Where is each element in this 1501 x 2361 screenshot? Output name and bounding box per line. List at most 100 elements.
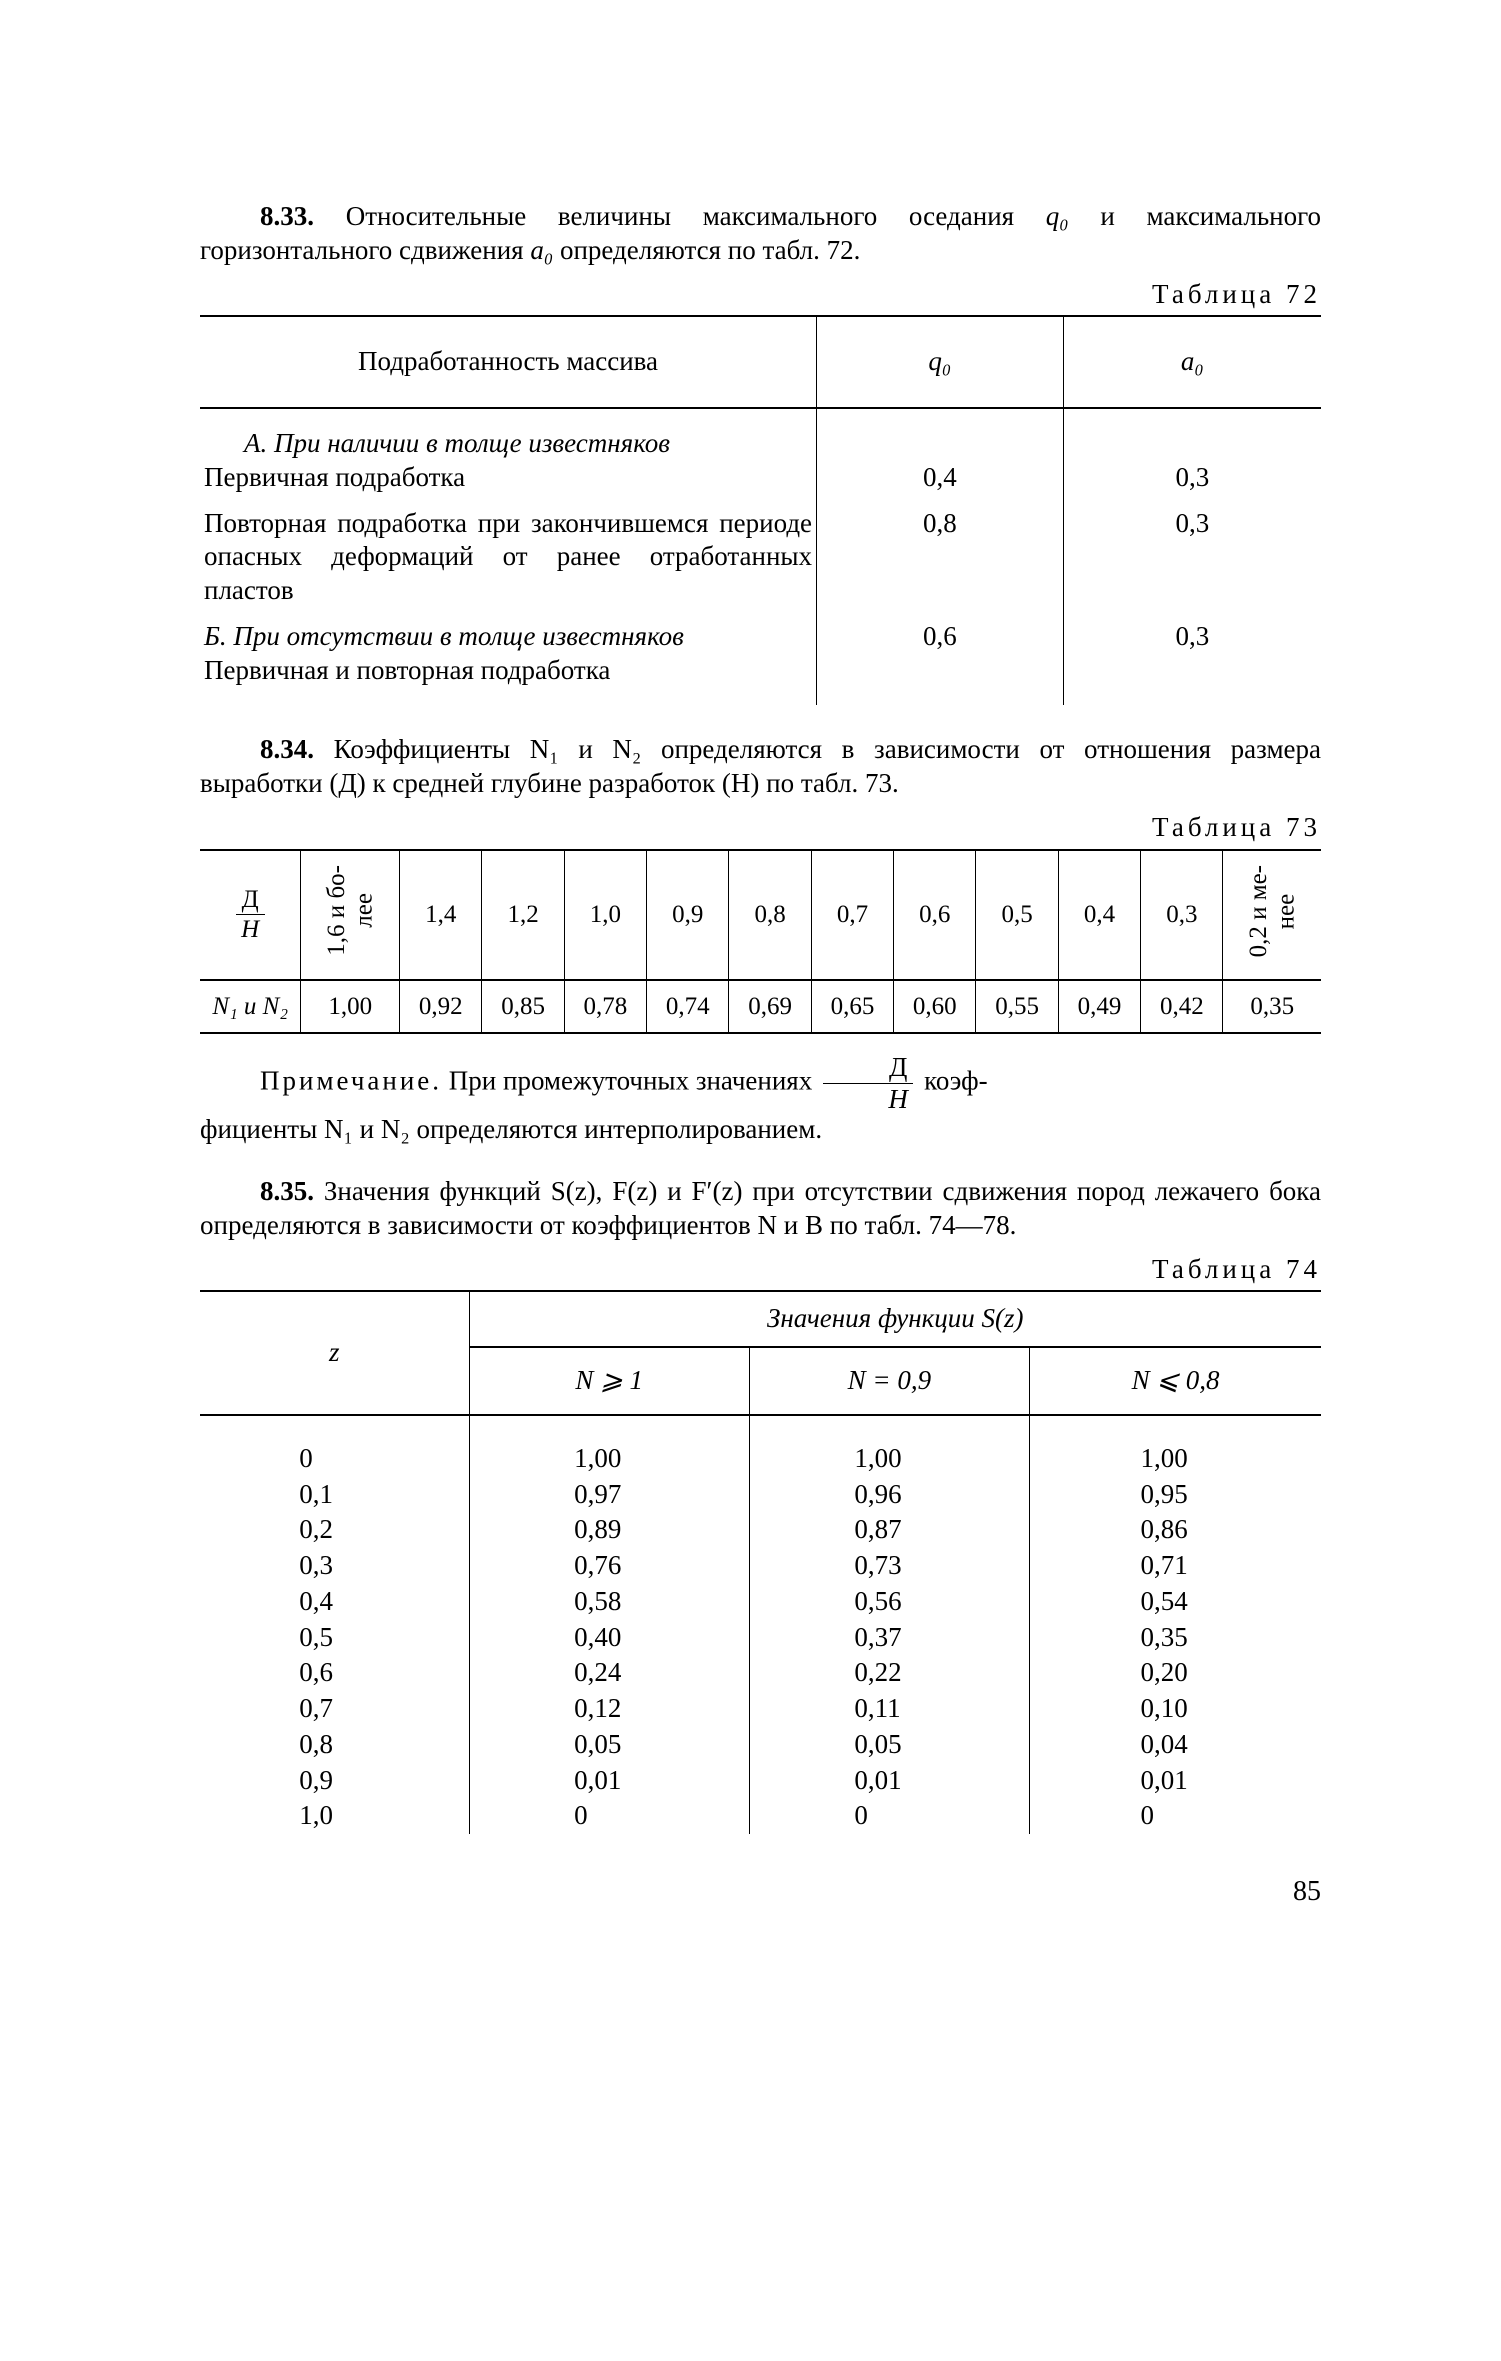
t74-cell: 0	[469, 1798, 749, 1834]
table-74: z Значения функции S(z) N ⩾ 1 N = 0,9 N …	[200, 1290, 1321, 1834]
t74-cell: 1,0	[200, 1798, 469, 1834]
t73-val: 0,42	[1141, 980, 1223, 1033]
t73-val: 0,74	[647, 980, 729, 1033]
t74-cell: 1,00	[749, 1415, 1029, 1477]
t74-cell: 0,97	[469, 1477, 749, 1513]
t74-cell: 0,24	[469, 1655, 749, 1691]
t72-head-a0: a₀	[1063, 316, 1321, 408]
t72-rowA2-label: Повторная подработка при закончившемся п…	[200, 501, 817, 614]
t73-col-head: 1,4	[400, 850, 482, 981]
t74-cell: 0,05	[749, 1727, 1029, 1763]
t74-cell: 0,40	[469, 1620, 749, 1656]
t74-cell: 0,04	[1030, 1727, 1321, 1763]
t74-cell: 0,11	[749, 1691, 1029, 1727]
t73-col-head: 0,2 и ме- нее	[1223, 850, 1321, 981]
note-73-line2: фициенты N₁ и N₂ определяются интерполир…	[200, 1113, 1321, 1147]
t72-rowA1-a: 0,3	[1063, 408, 1321, 501]
t74-cell: 0,95	[1030, 1477, 1321, 1513]
table72-caption: Таблица 72	[200, 278, 1321, 312]
t74-cell: 0,1	[200, 1477, 469, 1513]
t74-cell: 0,71	[1030, 1548, 1321, 1584]
t74-cell: 0,10	[1030, 1691, 1321, 1727]
t73-val: 0,92	[400, 980, 482, 1033]
t72-rowA-title: А. При наличии в толще известняков	[204, 427, 812, 461]
t73-col-head: 0,3	[1141, 850, 1223, 981]
t72-rowB-q: 0,6	[817, 614, 1064, 706]
t73-row1-label: ДH	[200, 850, 301, 981]
t73-val: 0,85	[482, 980, 564, 1033]
para-8-33: 8.33. Относительные величины максимально…	[200, 200, 1321, 268]
t73-val: 0,55	[976, 980, 1058, 1033]
t73-col-head: 0,6	[894, 850, 976, 981]
t72-rowA2-a: 0,3	[1063, 501, 1321, 614]
t74-cell: 0,86	[1030, 1512, 1321, 1548]
t73-val: 0,35	[1223, 980, 1321, 1033]
t73-col-head: 0,5	[976, 850, 1058, 981]
t73-col-head: 0,8	[729, 850, 811, 981]
t74-cell: 0,01	[469, 1763, 749, 1799]
t74-cell: 0,87	[749, 1512, 1029, 1548]
t74-head-c1: N ⩾ 1	[469, 1347, 749, 1415]
table73-caption: Таблица 73	[200, 811, 1321, 845]
para-8-34: 8.34. Коэффициенты N₁ и N₂ определяются …	[200, 733, 1321, 801]
para-num: 8.34.	[260, 734, 314, 764]
t74-cell: 0,3	[200, 1548, 469, 1584]
t72-rowB-a: 0,3	[1063, 614, 1321, 706]
t74-cell: 0,58	[469, 1584, 749, 1620]
t72-head-q0: q₀	[817, 316, 1064, 408]
t73-col-head: 1,0	[564, 850, 646, 981]
t74-cell: 0,89	[469, 1512, 749, 1548]
t74-cell: 0,76	[469, 1548, 749, 1584]
t72-rowA2-q: 0,8	[817, 501, 1064, 614]
t74-cell: 0,35	[1030, 1620, 1321, 1656]
t73-col-head: 0,4	[1058, 850, 1140, 981]
t74-cell: 0,12	[469, 1691, 749, 1727]
t73-val: 0,65	[811, 980, 893, 1033]
t74-cell: 0,01	[1030, 1763, 1321, 1799]
t74-cell: 1,00	[469, 1415, 749, 1477]
t74-cell: 0,5	[200, 1620, 469, 1656]
t74-cell: 0,20	[1030, 1655, 1321, 1691]
t72-rowA1-label: Первичная подработка	[204, 461, 812, 495]
t74-cell: 0,2	[200, 1512, 469, 1548]
t74-cell: 0	[1030, 1798, 1321, 1834]
page-number: 85	[200, 1874, 1321, 1909]
t74-cell: 0,56	[749, 1584, 1029, 1620]
t72-rowB1-label: Первичная и повторная подработка	[204, 654, 812, 688]
t72-head-col1: Подработанность массива	[200, 316, 817, 408]
t73-val: 0,78	[564, 980, 646, 1033]
t73-val: 0,60	[894, 980, 976, 1033]
t73-col-head: 1,6 и бо- лее	[301, 850, 400, 981]
t72-rowA1-q: 0,4	[817, 408, 1064, 501]
t74-cell: 0,8	[200, 1727, 469, 1763]
t74-head-c3: N ⩽ 0,8	[1030, 1347, 1321, 1415]
t73-val: 0,69	[729, 980, 811, 1033]
table74-caption: Таблица 74	[200, 1253, 1321, 1287]
t74-head-z: z	[200, 1291, 469, 1415]
t74-cell: 0,05	[469, 1727, 749, 1763]
t74-cell: 0	[749, 1798, 1029, 1834]
t74-cell: 0,4	[200, 1584, 469, 1620]
t74-cell: 0,6	[200, 1655, 469, 1691]
t74-cell: 0,9	[200, 1763, 469, 1799]
t74-cell: 0,22	[749, 1655, 1029, 1691]
t73-val: 1,00	[301, 980, 400, 1033]
t74-cell: 1,00	[1030, 1415, 1321, 1477]
t72-rowB-title: Б. При отсутствии в толще известняков	[204, 620, 812, 654]
t74-cell: 0,73	[749, 1548, 1029, 1584]
t73-col-head: 0,9	[647, 850, 729, 981]
t74-head-top: Значения функции S(z)	[469, 1291, 1321, 1347]
t74-head-c2: N = 0,9	[749, 1347, 1029, 1415]
para-num: 8.35.	[260, 1176, 314, 1206]
note-73: Примечание. При промежуточных значениях …	[200, 1054, 1321, 1113]
t74-cell: 0,54	[1030, 1584, 1321, 1620]
t74-cell: 0,7	[200, 1691, 469, 1727]
table-73: ДH 1,6 и бо- лее1,41,21,00,90,80,70,60,5…	[200, 849, 1321, 1035]
para-8-35: 8.35. Значения функций S(z), F(z) и F′(z…	[200, 1175, 1321, 1243]
t74-cell: 0,37	[749, 1620, 1029, 1656]
t73-val: 0,49	[1058, 980, 1140, 1033]
t74-cell: 0,01	[749, 1763, 1029, 1799]
t74-cell: 0	[200, 1415, 469, 1477]
t73-col-head: 1,2	[482, 850, 564, 981]
para-num: 8.33.	[260, 201, 314, 231]
